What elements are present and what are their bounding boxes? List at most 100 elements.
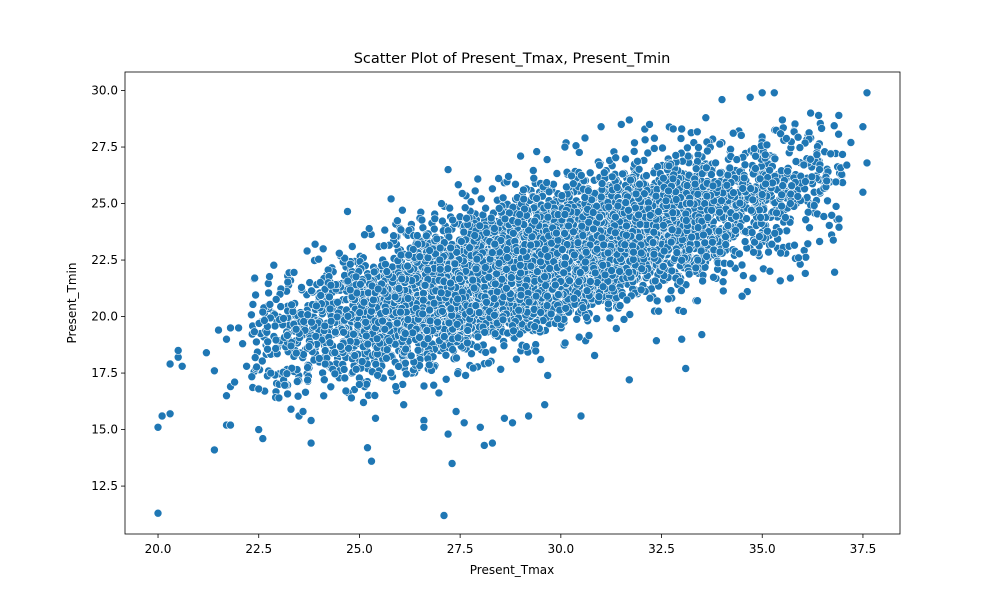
- data-point: [481, 203, 490, 213]
- data-point: [652, 296, 662, 306]
- data-point: [831, 202, 841, 211]
- chart-title: Scatter Plot of Present_Tmax, Present_Tm…: [354, 51, 671, 67]
- data-point: [339, 365, 349, 374]
- data-point: [247, 310, 256, 320]
- data-point: [396, 225, 406, 234]
- data-point: [775, 276, 785, 286]
- data-point: [676, 134, 686, 143]
- data-point: [345, 259, 355, 269]
- data-point: [776, 248, 786, 258]
- data-point: [621, 154, 630, 164]
- data-point: [782, 226, 792, 236]
- data-point: [461, 371, 470, 380]
- data-point: [319, 375, 329, 385]
- data-point: [305, 278, 315, 287]
- data-point: [824, 221, 834, 230]
- data-point: [749, 144, 759, 153]
- data-point: [684, 269, 694, 279]
- data-point: [831, 177, 841, 187]
- points-layer: [153, 88, 872, 520]
- data-point: [801, 252, 811, 262]
- data-point: [791, 157, 801, 166]
- data-point: [619, 315, 629, 324]
- data-point: [333, 297, 342, 307]
- data-point: [574, 148, 584, 157]
- data-point: [652, 336, 661, 346]
- data-point: [823, 196, 832, 206]
- data-point: [718, 277, 728, 287]
- data-point: [264, 288, 273, 298]
- data-point: [473, 174, 483, 184]
- data-point: [529, 173, 539, 183]
- data-point: [250, 327, 259, 337]
- data-point: [481, 348, 491, 357]
- data-point: [326, 382, 336, 392]
- data-point: [441, 350, 451, 360]
- data-point: [543, 371, 553, 380]
- data-point: [531, 346, 541, 356]
- data-point: [552, 169, 562, 178]
- data-point: [630, 138, 639, 148]
- data-point: [270, 321, 280, 331]
- data-point: [452, 353, 461, 363]
- data-point: [679, 307, 688, 316]
- data-point: [347, 242, 357, 251]
- data-point: [691, 263, 701, 273]
- data-point: [466, 197, 476, 206]
- data-point: [585, 168, 595, 178]
- data-point: [484, 358, 493, 368]
- data-point: [341, 386, 351, 396]
- data-point: [742, 214, 751, 223]
- data-point: [303, 375, 312, 385]
- data-point: [494, 174, 503, 183]
- data-point: [715, 139, 725, 149]
- data-point: [441, 374, 451, 384]
- data-point: [289, 268, 299, 277]
- data-point: [642, 171, 651, 180]
- data-point: [633, 157, 642, 166]
- data-point: [728, 128, 738, 138]
- data-point: [250, 353, 260, 362]
- data-point: [519, 185, 528, 195]
- data-point: [812, 150, 822, 159]
- data-point: [726, 145, 735, 154]
- data-point: [717, 196, 726, 205]
- data-point: [667, 266, 677, 276]
- data-point: [468, 363, 478, 373]
- data-point: [251, 290, 260, 300]
- data-point: [343, 207, 352, 216]
- data-point: [499, 341, 509, 351]
- data-point: [276, 302, 286, 311]
- data-point: [389, 231, 398, 240]
- data-point: [429, 380, 439, 390]
- data-point: [572, 314, 582, 324]
- data-point: [643, 148, 653, 158]
- data-point: [536, 355, 546, 364]
- data-point: [805, 223, 814, 232]
- data-point: [819, 212, 829, 221]
- data-point: [590, 351, 599, 360]
- data-point: [574, 332, 584, 342]
- data-point: [801, 215, 811, 224]
- data-point: [618, 169, 627, 179]
- data-point: [340, 373, 350, 383]
- data-point: [319, 391, 329, 401]
- data-point: [512, 354, 521, 364]
- data-point: [459, 227, 469, 237]
- data-point: [770, 154, 780, 164]
- data-point: [488, 345, 498, 355]
- data-point: [834, 222, 844, 232]
- data-point: [269, 260, 279, 270]
- data-point: [748, 273, 758, 283]
- data-point: [434, 388, 444, 398]
- data-point: [528, 166, 538, 175]
- data-point: [265, 272, 274, 281]
- data-point: [445, 203, 455, 213]
- data-point: [380, 225, 390, 235]
- data-point: [803, 207, 813, 217]
- data-point: [488, 184, 497, 194]
- data-point: [562, 182, 571, 192]
- data-point: [723, 170, 733, 180]
- data-point: [693, 296, 702, 306]
